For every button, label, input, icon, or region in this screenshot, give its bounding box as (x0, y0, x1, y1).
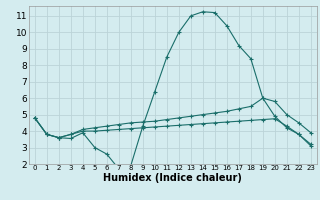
X-axis label: Humidex (Indice chaleur): Humidex (Indice chaleur) (103, 173, 242, 183)
